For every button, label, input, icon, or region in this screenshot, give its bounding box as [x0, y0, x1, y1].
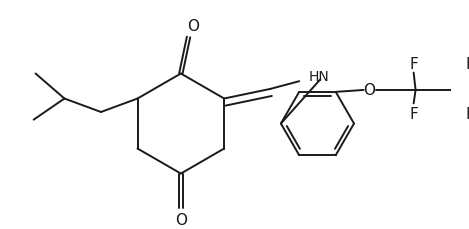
Text: HN: HN: [309, 70, 330, 84]
Text: F: F: [409, 56, 418, 71]
Text: O: O: [187, 19, 199, 34]
Text: F: F: [465, 106, 469, 121]
Text: F: F: [465, 56, 469, 71]
Text: O: O: [363, 83, 375, 98]
Text: O: O: [175, 212, 187, 227]
Text: F: F: [409, 106, 418, 121]
